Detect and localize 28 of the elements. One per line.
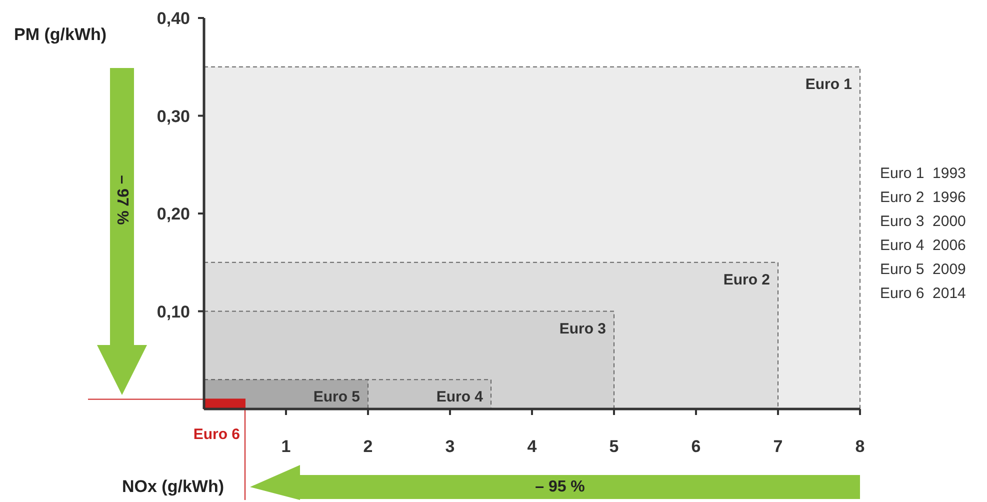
x-axis-title: NOx (g/kWh) [122,477,224,496]
text: Euro 4 2006 [880,237,966,254]
x-tick-label: 2 [363,437,373,456]
x-tick-label: 6 [691,437,701,456]
y-tick-label: 0,10 [156,302,190,322]
text: Euro 6 2014 [880,285,966,302]
x-tick-label: 5 [609,437,619,456]
series-label: Euro 2 [723,271,770,288]
text: – 97 % [114,175,130,225]
series-label: Euro 5 [313,388,360,406]
text: Euro 1 1993 [880,165,966,182]
y-tick-label: 0,30 [156,106,190,126]
x-tick-label: 4 [527,437,538,456]
y-axis-title: PM (g/kWh) [14,25,107,44]
y-tick-label: 0,40 [156,9,190,28]
x-tick-label: 3 [445,437,455,456]
x-tick-label: 8 [855,437,865,456]
text: Euro 3 2000 [880,213,966,230]
series-label: Euro 1 [805,76,852,93]
series-label: Euro 3 [559,320,606,338]
text: Euro 2 1996 [880,189,966,206]
series-label: Euro 4 [436,388,484,406]
y-tick-label: 0,20 [156,204,190,224]
series-label: Euro 6 [193,426,240,443]
x-tick-label: 7 [773,437,783,456]
text: – 95 % [535,478,585,496]
x-tick-label: 1 [281,437,291,456]
text: Euro 5 2009 [880,261,966,278]
